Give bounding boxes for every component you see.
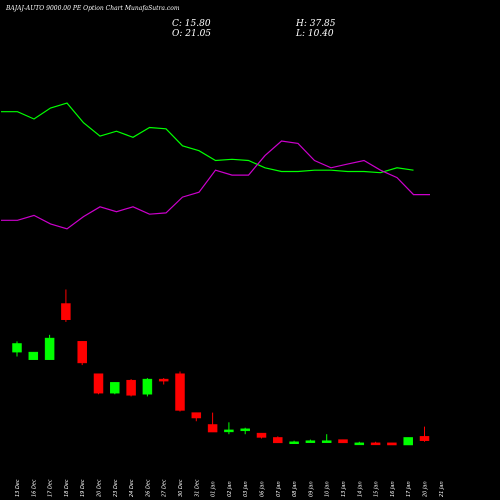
- candle-body: [273, 437, 283, 444]
- candle-body: [224, 429, 234, 433]
- candle-body: [28, 351, 39, 360]
- x-tick-label: 30 Dec: [178, 479, 184, 497]
- magenta-indicator-line: [1, 140, 430, 230]
- x-tick-label: 16 Jan: [390, 481, 396, 497]
- candle-body: [354, 442, 365, 446]
- x-tick-label: 20 Jan: [423, 481, 429, 497]
- candle-body: [338, 439, 348, 444]
- x-tick-label: 09 Jan: [308, 481, 314, 497]
- candle-body: [126, 379, 136, 396]
- candle-body: [289, 441, 299, 445]
- candle-body: [419, 436, 430, 441]
- candle-body: [207, 424, 218, 433]
- x-tick-label: 27 Dec: [162, 479, 168, 497]
- open-value: O: 21.05: [172, 29, 212, 39]
- x-tick-label: 24 Dec: [129, 479, 135, 497]
- candle-body: [387, 442, 397, 446]
- x-tick-label: 23 Dec: [113, 479, 119, 497]
- candle-body: [175, 373, 185, 411]
- candle-body: [370, 442, 381, 446]
- x-tick-label: 19 Dec: [80, 479, 86, 497]
- candle-body: [191, 412, 202, 419]
- x-tick-label: 02 Jan: [227, 481, 233, 497]
- x-tick-label: 17 Jan: [406, 481, 412, 497]
- x-tick-label: 03 Jan: [243, 481, 249, 497]
- x-tick-label: 21 Jan: [439, 481, 445, 497]
- x-tick-label: 15 Jan: [374, 481, 380, 497]
- x-tick-label: 31 Dec: [194, 479, 200, 497]
- candle-body: [142, 378, 153, 395]
- x-tick-label: 13 Jan: [341, 481, 347, 497]
- x-tick-label: 06 Jan: [260, 481, 266, 497]
- high-value: H: 37.85: [296, 19, 336, 29]
- x-tick-label: 16 Dec: [31, 479, 37, 497]
- x-tick-label: 18 Dec: [64, 479, 70, 497]
- x-tick-label: 14 Jan: [357, 481, 363, 497]
- candle-body: [12, 343, 22, 353]
- x-tick-label: 01 Jan: [211, 481, 217, 497]
- x-tick-label: 17 Dec: [48, 479, 54, 497]
- x-tick-label: 20 Dec: [97, 479, 103, 497]
- candle-body: [93, 373, 104, 394]
- x-tick-label: 07 Jan: [276, 481, 282, 497]
- candle-body: [61, 303, 71, 320]
- candle-body: [403, 437, 413, 446]
- candle-body: [158, 378, 169, 382]
- candle-body: [77, 341, 87, 364]
- candle-body: [240, 428, 250, 432]
- close-value: C: 15.80: [172, 19, 211, 29]
- candle-body: [256, 432, 267, 438]
- x-tick-label: 13 Dec: [15, 479, 21, 497]
- candle-body: [321, 440, 332, 443]
- candle-body: [110, 382, 120, 394]
- candle-body: [305, 440, 316, 443]
- x-tick-label: 26 Dec: [145, 479, 151, 497]
- candle-body: [44, 337, 55, 360]
- low-value: L: 10.40: [296, 29, 334, 39]
- x-tick-label: 08 Jan: [292, 481, 298, 497]
- chart-title: BAJAJ-AUTO 9000.00 PE Option Chart Munaf…: [6, 5, 180, 12]
- green-indicator-line: [1, 102, 414, 174]
- x-tick-label: 10 Jan: [325, 481, 331, 497]
